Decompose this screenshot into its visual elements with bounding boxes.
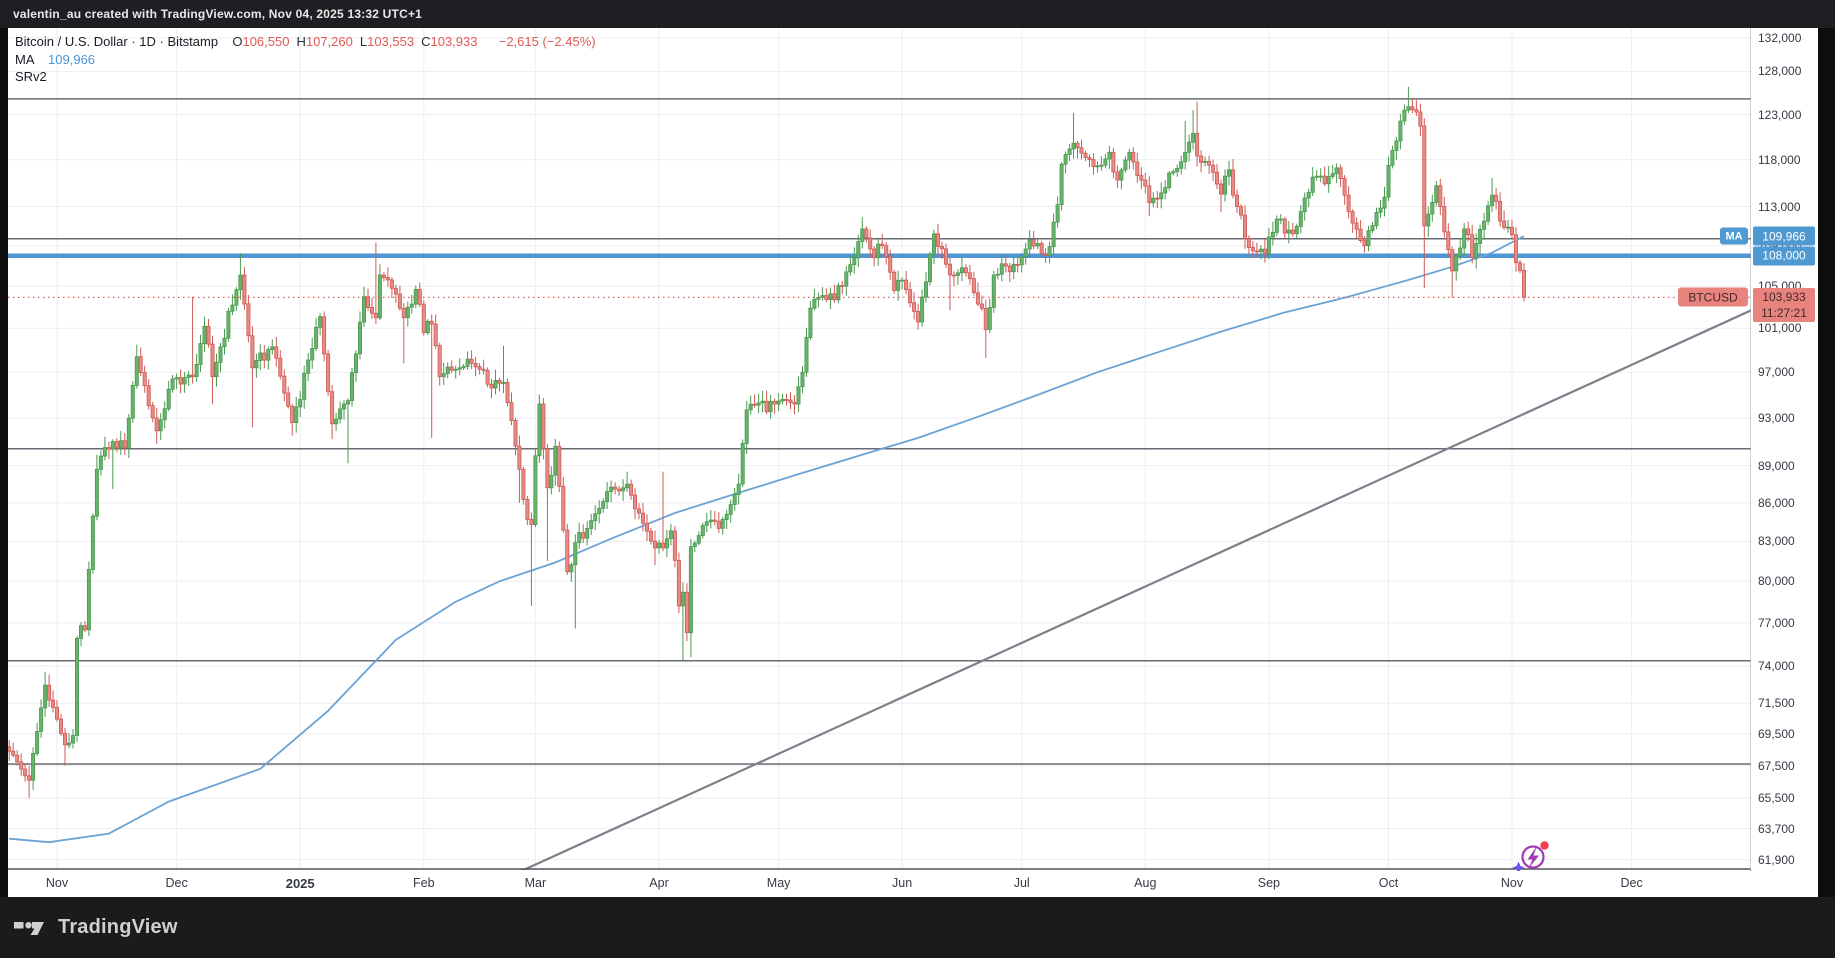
notification-dot xyxy=(1540,841,1549,850)
price-tick-label: 80,000 xyxy=(1758,574,1795,589)
countdown-timer: 11:27:21 xyxy=(1761,306,1807,321)
time-tick-label: Nov xyxy=(1500,876,1524,890)
level-axis-value[interactable]: 108,000 xyxy=(1753,246,1815,266)
time-tick-label: Dec xyxy=(1620,876,1643,890)
time-tick-label: Jul xyxy=(1013,876,1030,890)
price-tick-label: 93,000 xyxy=(1758,410,1795,425)
price-axis[interactable]: 132,000128,000123,000118,000113,000109,0… xyxy=(1751,28,1818,870)
time-tick-label: 2025 xyxy=(285,876,315,891)
price-tick-label: 69,500 xyxy=(1758,726,1795,741)
time-tick-label: May xyxy=(766,876,791,890)
time-tick-label: Sep xyxy=(1257,876,1281,890)
time-tick-label: Oct xyxy=(1378,876,1399,890)
legend-sep2: · xyxy=(159,34,164,49)
price-tick-label: 67,500 xyxy=(1758,758,1795,773)
legend-symbol-row[interactable]: Bitcoin / U.S. Dollar · 1D · Bitstamp O1… xyxy=(15,33,596,51)
legend-sep1: · xyxy=(131,34,136,49)
ohlc-value: 106,550 xyxy=(242,34,290,49)
footer-bar: TradingView xyxy=(0,897,1835,958)
price-tick-label: 89,000 xyxy=(1758,458,1795,473)
tradingview-brand-text[interactable]: TradingView xyxy=(58,916,178,938)
attribution-bar: valentin_au created with TradingView.com… xyxy=(0,0,1835,28)
ohlc-value: 107,260 xyxy=(305,34,353,49)
price-tick-label: 61,900 xyxy=(1758,852,1795,867)
right-strip xyxy=(1818,28,1835,897)
last-price: 103,933 xyxy=(1762,290,1806,305)
legend-ma-row[interactable]: MA 109,966 xyxy=(15,51,596,69)
time-tick-label: Feb xyxy=(413,876,435,890)
up-candles xyxy=(31,106,1511,781)
chart-canvas[interactable] xyxy=(0,28,1835,897)
time-tick-label: Apr xyxy=(649,876,669,890)
price-tick-label: 63,700 xyxy=(1758,821,1795,836)
lightning-icon xyxy=(1527,846,1539,869)
left-strip xyxy=(0,28,8,897)
ma-axis-value: 109,966 xyxy=(1753,226,1815,246)
price-tick-label: 74,000 xyxy=(1758,658,1795,673)
indicator-label: SRv2 xyxy=(15,69,47,84)
price-tick-label: 123,000 xyxy=(1758,107,1802,122)
ohlc-prefix: C xyxy=(421,34,431,49)
price-tick-label: 65,500 xyxy=(1758,791,1795,806)
price-tick-label: 113,000 xyxy=(1758,199,1801,214)
down-candles xyxy=(8,106,1527,781)
price-tick-label: 128,000 xyxy=(1758,64,1802,79)
price-tick-label: 86,000 xyxy=(1758,495,1795,510)
price-tick-label: 83,000 xyxy=(1758,534,1795,549)
price-tick-label: 118,000 xyxy=(1758,152,1801,167)
symbol-axis-value: 103,933 11:27:21 xyxy=(1753,288,1815,323)
time-tick-label: Jun xyxy=(892,876,913,890)
ohlc-value: 103,553 xyxy=(367,34,415,49)
price-tick-label: 77,000 xyxy=(1758,615,1795,630)
chart-legend: Bitcoin / U.S. Dollar · 1D · Bitstamp O1… xyxy=(15,33,596,86)
ohlc-prefix: L xyxy=(359,34,368,49)
time-tick-label: Nov xyxy=(45,876,69,890)
price-tick-label: 132,000 xyxy=(1758,31,1802,45)
price-tick-label: 97,000 xyxy=(1758,365,1795,380)
price-tick-label: 71,500 xyxy=(1758,696,1795,711)
grid-lines xyxy=(8,28,1751,870)
ma-line[interactable] xyxy=(9,235,1525,844)
symbol-exchange[interactable]: Bitstamp xyxy=(167,34,219,49)
time-tick-label: Aug xyxy=(1134,876,1157,890)
trend-line[interactable] xyxy=(519,309,1751,872)
attribution-text: valentin_au created with TradingView.com… xyxy=(13,7,423,21)
price-tick-label: 101,000 xyxy=(1758,321,1802,336)
time-tick-label: Dec xyxy=(165,876,188,890)
chart-background xyxy=(0,28,1835,897)
automation-status-icon[interactable] xyxy=(1512,841,1549,875)
symbol-interval[interactable]: 1D xyxy=(139,34,156,49)
symbol-flag-tag[interactable]: BTCUSD xyxy=(1678,287,1748,307)
ma-flag-tag[interactable]: MA xyxy=(1720,227,1748,245)
time-axis[interactable]: Nov Dec 2025 Feb Mar Apr May Jun Jul Aug Sep Oct Nov… xyxy=(8,871,1818,897)
ma-label: MA xyxy=(15,51,34,67)
candlestick-series[interactable] xyxy=(8,86,1527,799)
ohlc-prefix: H xyxy=(296,34,306,49)
sparkle-icon xyxy=(1512,861,1525,875)
legend-change: −2,615 (−2.45%) xyxy=(498,34,596,49)
symbol-title[interactable]: Bitcoin / U.S. Dollar xyxy=(15,34,128,49)
ohlc-prefix: O xyxy=(232,34,243,49)
tradingview-logo-icon[interactable] xyxy=(14,917,48,939)
ohlc-value: 103,933 xyxy=(430,34,478,49)
ma-value: 109,966 xyxy=(48,51,96,67)
legend-indicator-row[interactable]: SRv2 xyxy=(15,68,596,86)
time-tick-label: Mar xyxy=(524,876,547,890)
legend-ohlc: O106,550 H107,260 L103,553 C103,933 xyxy=(232,34,484,49)
